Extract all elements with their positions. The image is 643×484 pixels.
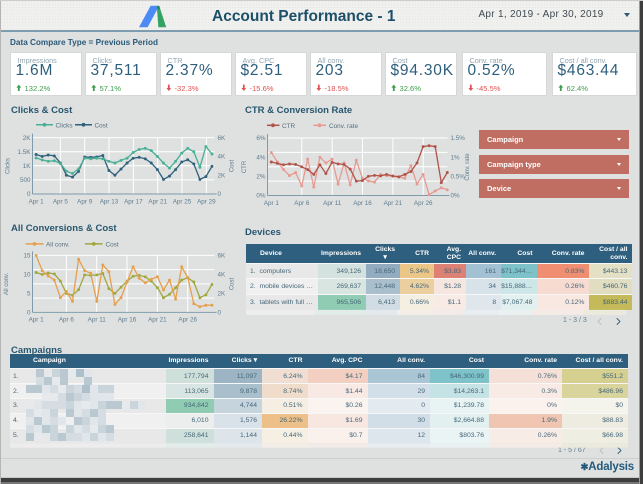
svg-text:Cost: Cost	[230, 160, 236, 173]
svg-text:2K: 2K	[23, 135, 32, 142]
svg-text:15: 15	[23, 253, 31, 260]
svg-text:All conv.: All conv.	[46, 241, 70, 248]
svg-text:0: 0	[218, 191, 222, 198]
svg-text:Apr 1: Apr 1	[264, 200, 280, 207]
svg-text:2K: 2K	[218, 172, 227, 179]
svg-text:2%: 2%	[256, 174, 266, 181]
svg-text:0: 0	[27, 310, 31, 317]
svg-text:0%: 0%	[256, 193, 266, 200]
svg-text:4K: 4K	[218, 272, 227, 279]
svg-text:5: 5	[27, 291, 31, 298]
svg-text:Apr 16: Apr 16	[353, 200, 372, 207]
svg-text:Apr 5: Apr 5	[53, 199, 69, 206]
svg-text:Apr 1: Apr 1	[29, 317, 45, 324]
svg-text:Cost: Cost	[95, 122, 108, 129]
svg-text:Conv. rate: Conv. rate	[465, 153, 471, 181]
svg-text:CTR: CTR	[242, 160, 248, 173]
svg-text:1%: 1%	[451, 154, 461, 161]
svg-text:Apr 13: Apr 13	[100, 199, 119, 206]
svg-text:0.5%: 0.5%	[451, 174, 466, 181]
svg-text:4%: 4%	[256, 154, 266, 161]
svg-text:Apr 1: Apr 1	[29, 199, 45, 206]
svg-text:0: 0	[218, 310, 222, 317]
svg-text:0: 0	[27, 191, 31, 198]
svg-text:Apr 21: Apr 21	[148, 199, 167, 206]
svg-text:Cost: Cost	[230, 278, 236, 291]
svg-text:6K: 6K	[218, 253, 227, 260]
svg-text:Conv. rate: Conv. rate	[329, 123, 358, 130]
svg-text:1.5K: 1.5K	[18, 149, 32, 156]
svg-text:Apr 26: Apr 26	[414, 200, 433, 207]
svg-text:Apr 26: Apr 26	[178, 317, 197, 324]
svg-text:Apr 16: Apr 16	[118, 317, 137, 324]
svg-text:500: 500	[20, 177, 31, 184]
svg-text:Apr 6: Apr 6	[294, 200, 310, 207]
svg-text:10: 10	[23, 272, 31, 279]
svg-text:Apr 11: Apr 11	[88, 317, 107, 324]
svg-text:6%: 6%	[256, 135, 266, 142]
svg-text:Apr 29: Apr 29	[197, 199, 216, 206]
svg-text:Apr 25: Apr 25	[173, 199, 192, 206]
svg-text:1K: 1K	[23, 163, 32, 170]
svg-text:Cost: Cost	[106, 241, 119, 248]
svg-text:CTR: CTR	[282, 123, 296, 130]
svg-text:Apr 11: Apr 11	[323, 200, 342, 207]
svg-text:4K: 4K	[218, 154, 227, 161]
svg-text:Apr 21: Apr 21	[384, 200, 403, 207]
svg-text:Clicks: Clicks	[56, 122, 73, 129]
svg-text:1.5%: 1.5%	[451, 135, 466, 142]
svg-text:2K: 2K	[218, 291, 227, 298]
svg-text:Apr 17: Apr 17	[124, 199, 143, 206]
svg-text:0%: 0%	[451, 193, 461, 200]
svg-text:Apr 21: Apr 21	[148, 317, 167, 324]
svg-text:6K: 6K	[218, 135, 227, 142]
svg-text:Apr 9: Apr 9	[77, 199, 93, 206]
svg-text:All conv.: All conv.	[4, 273, 10, 296]
svg-text:Clicks: Clicks	[6, 158, 12, 174]
svg-text:Apr 6: Apr 6	[59, 317, 75, 324]
